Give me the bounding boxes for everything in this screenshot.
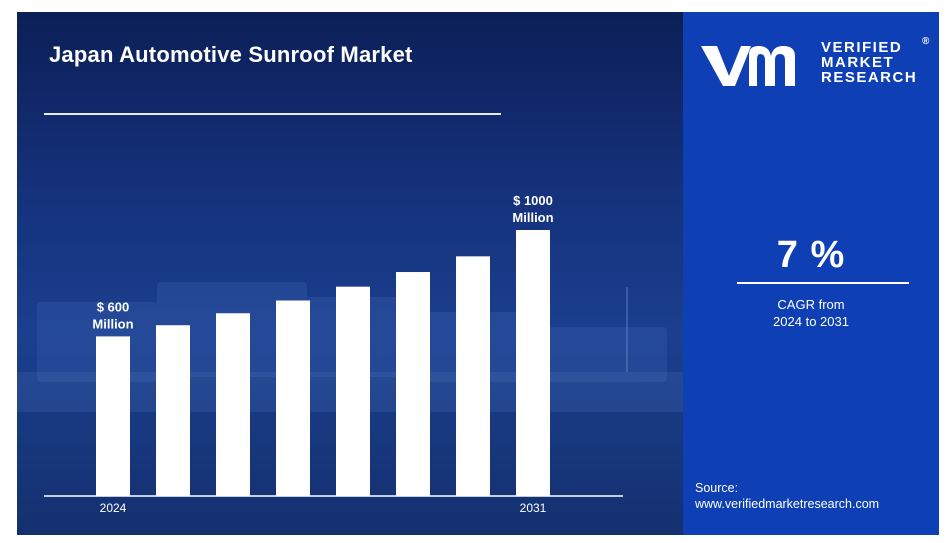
logo-line-research: RESEARCH — [821, 69, 918, 86]
bars — [96, 230, 550, 496]
x-tick-label-2024: 2024 — [100, 501, 127, 515]
verified-market-research-logo: VERIFIED MARKET RESEARCH ® — [699, 36, 929, 98]
bar-2024 — [96, 336, 130, 496]
summary-panel: VERIFIED MARKET RESEARCH ® 7 % CAGR from… — [683, 12, 939, 535]
x-tick-labels: 2024 2031 — [100, 501, 547, 515]
data-labels: $ 600 Million $ 1000 Million — [92, 193, 553, 331]
bar-2028 — [336, 286, 370, 496]
cagr-label-line1: CAGR from — [777, 297, 845, 312]
logo-line-verified: VERIFIED — [821, 39, 903, 56]
cagr-divider — [737, 282, 909, 284]
data-label-2031: $ 1000 Million — [512, 193, 553, 225]
bar-2027 — [276, 300, 310, 496]
cagr-label-line2: 2024 to 2031 — [773, 314, 849, 329]
infographic: Japan Automotive Sunroof Market 2024 2031… — [17, 12, 939, 535]
source-note: Source: www.verifiedmarketresearch.com — [695, 480, 879, 512]
cagr-value: 7 % — [776, 234, 846, 276]
bar-2029 — [396, 272, 430, 496]
registered-mark: ® — [922, 36, 930, 47]
bar-2030 — [456, 256, 490, 496]
source-url: www.verifiedmarketresearch.com — [695, 497, 880, 511]
bar-2025 — [156, 325, 190, 496]
logo-line-market: MARKET — [821, 54, 895, 71]
vmr-logo-mark-icon — [701, 46, 795, 86]
chart-title: Japan Automotive Sunroof Market — [49, 42, 413, 67]
bar-chart: 2024 2031 $ 600 Million $ 1000 Million — [44, 193, 623, 515]
data-label-2024: $ 600 Million — [92, 299, 133, 331]
x-tick-label-2031: 2031 — [520, 501, 547, 515]
source-label: Source: — [695, 481, 739, 495]
bar-2026 — [216, 313, 250, 496]
title-divider — [44, 113, 501, 115]
cagr-label: CAGR from 2024 to 2031 — [683, 296, 939, 330]
logo-wordmark: VERIFIED MARKET RESEARCH — [821, 40, 917, 85]
bar-2031 — [516, 230, 550, 496]
chart-panel: Japan Automotive Sunroof Market 2024 2031… — [17, 12, 683, 535]
